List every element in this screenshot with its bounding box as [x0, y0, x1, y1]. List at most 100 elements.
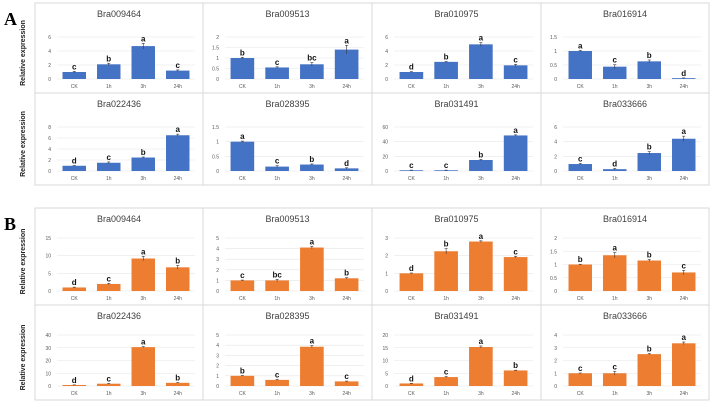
x-tick-label: 1h — [106, 84, 112, 90]
significance-letter: a — [141, 34, 146, 43]
y-tick-label: 0 — [385, 289, 388, 295]
y-tick-label: 0.5 — [550, 276, 557, 282]
subplot-Bra009464: Bra009464 0 5 10 15 d CK c 1h a 3h b 24h — [45, 214, 195, 302]
chart-title: Bra028395 — [265, 99, 309, 109]
y-tick-label: 0.5 — [212, 67, 219, 73]
x-tick-label: CK — [577, 391, 585, 397]
y-tick-label: 60 — [382, 125, 388, 131]
bar — [334, 168, 359, 171]
significance-letter: c — [240, 271, 245, 280]
y-tick-label: 0 — [216, 289, 219, 295]
x-tick-label: CK — [239, 84, 247, 90]
x-tick-label: 3h — [140, 176, 146, 182]
bar — [334, 49, 359, 79]
significance-letter: c — [107, 374, 112, 383]
significance-letter: c — [444, 368, 449, 377]
bar — [672, 78, 696, 79]
x-tick-label: 1h — [612, 84, 618, 90]
significance-letter: b — [478, 150, 483, 159]
subplot-Bra009513: Bra009513 0 1 2 3 4 5 c CK bc 1h a 3h b 24h — [202, 208, 364, 305]
chart-title: Bra031491 — [434, 99, 478, 109]
bar — [399, 383, 424, 386]
bar — [568, 264, 592, 291]
x-tick-label: 3h — [309, 176, 315, 182]
panel-label: A — [4, 9, 17, 29]
bar — [230, 375, 255, 386]
chart-title: Bra010975 — [434, 9, 478, 19]
y-tick-label: 5 — [48, 271, 51, 277]
bar — [637, 61, 661, 79]
x-tick-label: 24h — [680, 176, 689, 182]
y-tick-label: 40 — [382, 140, 388, 146]
x-tick-label: CK — [577, 84, 585, 90]
bar — [131, 46, 155, 79]
x-tick-label: 24h — [342, 391, 351, 397]
y-tick-label: 4 — [554, 333, 557, 339]
bar — [166, 70, 190, 79]
significance-letter: b — [309, 155, 314, 164]
bar — [603, 66, 627, 79]
x-tick-label: 3h — [309, 391, 315, 397]
y-tick-label: 4 — [216, 343, 219, 349]
significance-letter: a — [240, 132, 245, 141]
y-tick-label: 0 — [385, 77, 388, 83]
bar — [300, 247, 324, 291]
bar — [568, 164, 592, 171]
significance-letter: b — [240, 366, 245, 375]
y-tick-label: 3 — [216, 257, 219, 263]
y-tick-label: 4 — [216, 247, 219, 253]
y-tick-label: 0 — [48, 77, 51, 83]
bar — [603, 373, 627, 386]
y-tick-label: 0 — [216, 384, 219, 390]
bar — [131, 157, 155, 171]
chart-title: Bra031491 — [434, 311, 478, 321]
significance-letter: c — [613, 362, 618, 371]
significance-letter: a — [682, 333, 687, 342]
chart-title: Bra022436 — [97, 99, 141, 109]
x-tick-label: 1h — [443, 176, 449, 182]
x-tick-label: 24h — [174, 176, 183, 182]
significance-letter: d — [409, 374, 414, 383]
significance-letter: b — [106, 54, 111, 63]
bar — [399, 273, 424, 291]
subplot-Bra016914: Bra016914 0 0.5 1 1.5 a CK c 1h b 3h d 24h — [540, 3, 701, 93]
y-tick-label: 6 — [48, 35, 51, 41]
y-tick-label: 2 — [216, 364, 219, 370]
significance-letter: b — [647, 143, 652, 152]
y-tick-label: 1.5 — [550, 35, 557, 41]
y-tick-label: 8 — [48, 125, 51, 131]
significance-letter: b — [175, 374, 180, 383]
x-tick-label: 1h — [274, 296, 280, 302]
x-tick-label: 24h — [511, 84, 520, 90]
subplot-Bra028395: Bra028395 0 1 2 3 4 5 b CK c 1h a 3h c 24h — [202, 304, 372, 400]
bar — [300, 346, 324, 386]
significance-letter: d — [72, 157, 77, 166]
subplot-Bra016914: Bra016914 0 0.5 1 1.5 2 b CK a 1h b 3h c 24h — [540, 208, 701, 305]
y-tick-label: 15 — [382, 346, 388, 352]
significance-letter: bc — [307, 54, 317, 63]
y-tick-label: 2 — [385, 63, 388, 69]
x-tick-label: CK — [577, 176, 585, 182]
y-tick-label: 2 — [554, 359, 557, 365]
significance-letter: a — [176, 125, 181, 134]
subplot-Bra009513: Bra009513 0 0.5 1 1.5 2 b CK c 1h bc 3h a 24h — [202, 3, 364, 93]
subplot-Bra031491: Bra031491 0 20 40 60 c CK c 1h b 3h a 24h — [371, 92, 541, 185]
y-tick-label: 20 — [45, 359, 51, 365]
x-tick-label: 3h — [309, 296, 315, 302]
bar — [62, 287, 86, 291]
significance-letter: a — [310, 237, 315, 246]
y-tick-label: 4 — [385, 49, 388, 55]
y-tick-label: 0.5 — [550, 63, 557, 69]
significance-letter: c — [613, 56, 618, 65]
x-tick-label: 3h — [478, 84, 484, 90]
subplot-Bra010975: Bra010975 0 1 2 3 d CK b 1h a 3h c 24h — [371, 208, 533, 305]
bar — [637, 153, 661, 171]
chart-title: Bra016914 — [603, 9, 647, 19]
significance-letter: c — [578, 154, 583, 163]
x-tick-label: CK — [71, 176, 79, 182]
bar — [166, 135, 190, 171]
x-tick-label: 24h — [342, 176, 351, 182]
significance-letter: a — [141, 247, 146, 256]
panel-label: B — [4, 214, 16, 234]
bar — [503, 257, 528, 291]
